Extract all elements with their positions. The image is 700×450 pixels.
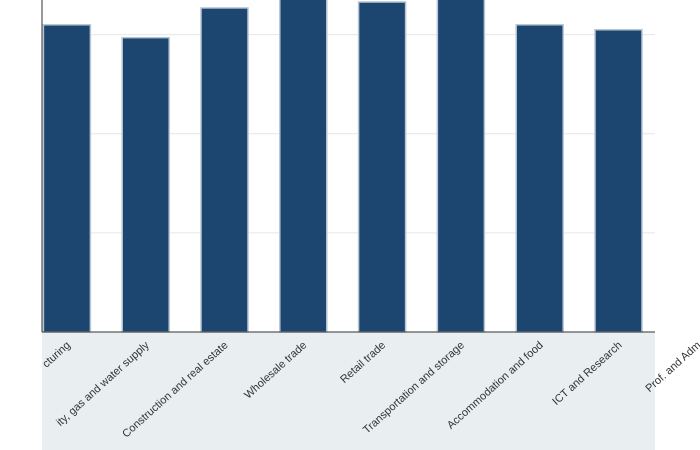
bar — [200, 7, 249, 333]
bar — [121, 36, 170, 333]
bar — [436, 0, 486, 333]
label-band — [42, 332, 655, 450]
bar — [357, 1, 407, 333]
bar — [42, 24, 92, 333]
bar — [515, 24, 564, 333]
bar — [279, 0, 328, 333]
bar — [594, 28, 643, 333]
